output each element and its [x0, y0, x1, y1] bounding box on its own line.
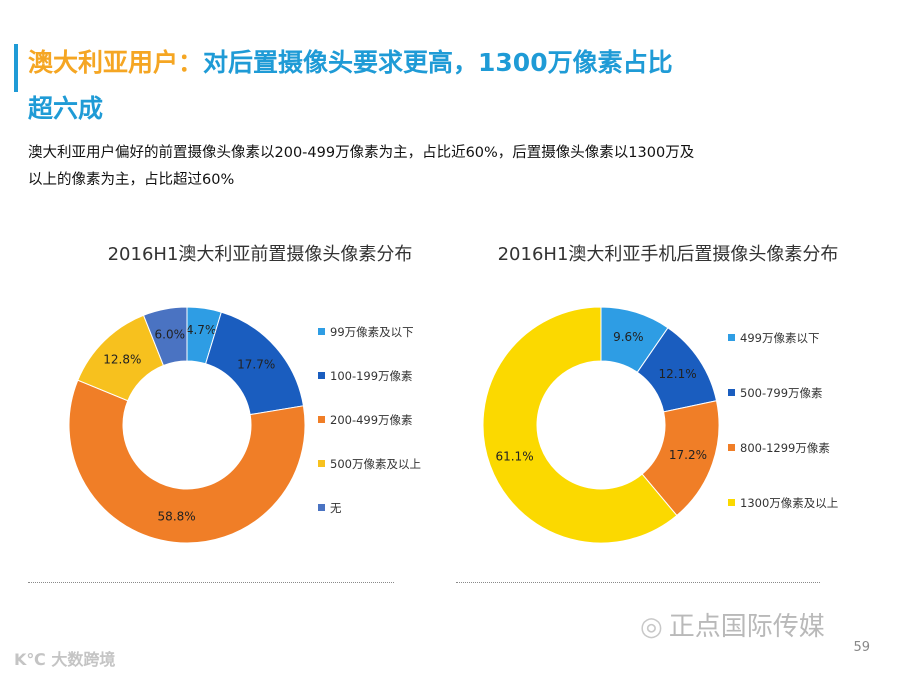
- front-legend-label-4: 无: [330, 501, 342, 515]
- rear-legend-item-0: 499万像素以下: [728, 330, 819, 346]
- rear-legend-swatch-1: [728, 389, 735, 396]
- rear-legend-item-3: 1300万像素及以上: [728, 495, 838, 511]
- watermark-secondary: K℃ 大数跨境: [14, 650, 116, 669]
- rear-legend-swatch-3: [728, 499, 735, 506]
- front-legend-item-3: 500万像素及以上: [318, 456, 421, 472]
- front-legend-label-1: 100-199万像素: [330, 369, 413, 383]
- rear-legend-label-0: 499万像素以下: [740, 331, 820, 345]
- front-legend-item-4: 无: [318, 500, 342, 516]
- watermark: ◎ 正点国际传媒: [640, 606, 825, 643]
- rear-data-label-3: 61.1%: [495, 449, 533, 463]
- title-part-2: 对后置摄像头要求更高，1300万像素占比: [203, 48, 673, 77]
- page-number: 59: [853, 640, 870, 655]
- rear-legend-item-2: 800-1299万像素: [728, 440, 830, 456]
- rear-legend-label-1: 500-799万像素: [740, 386, 823, 400]
- front-legend-label-2: 200-499万像素: [330, 413, 413, 427]
- watermark-text: 正点国际传媒: [668, 612, 825, 642]
- divider-left: [28, 582, 394, 583]
- front-camera-chart-title: 2016H1澳大利亚前置摄像头像素分布: [107, 244, 413, 265]
- rear-legend-item-1: 500-799万像素: [728, 385, 823, 401]
- rear-camera-donut-chart: 9.6% 12.1% 17.2% 61.1%: [482, 306, 720, 544]
- rear-legend-label-3: 1300万像素及以上: [740, 496, 839, 510]
- front-legend-item-0: 99万像素及以下: [318, 324, 414, 340]
- page-title: 澳大利亚用户：对后置摄像头要求更高，1300万像素占比 超六成: [28, 40, 718, 132]
- front-data-label-0: 4.7%: [186, 323, 217, 337]
- front-data-label-1: 17.7%: [237, 357, 275, 371]
- description-line-2: 以上的像素为主，占比超过60%: [28, 172, 235, 188]
- rear-legend-swatch-2: [728, 444, 735, 451]
- front-legend-swatch-2: [318, 416, 325, 423]
- title-part-1: 澳大利亚用户：: [28, 48, 204, 77]
- front-slice-2: [68, 379, 306, 544]
- divider-right: [456, 582, 820, 583]
- front-legend-swatch-3: [318, 460, 325, 467]
- rear-slice-3: [482, 306, 678, 544]
- front-legend-label-3: 500万像素及以上: [330, 457, 421, 471]
- title-part-3: 超六成: [28, 94, 104, 123]
- front-legend-swatch-4: [318, 504, 325, 511]
- front-data-label-3: 12.8%: [103, 353, 141, 367]
- rear-legend-label-2: 800-1299万像素: [740, 441, 830, 455]
- rear-data-label-0: 9.6%: [613, 330, 644, 344]
- front-legend-item-1: 100-199万像素: [318, 368, 413, 384]
- title-accent-bar: [14, 44, 18, 92]
- rear-legend-swatch-0: [728, 334, 735, 341]
- front-camera-donut-chart: 4.7% 17.7% 58.8% 12.8% 6.0%: [68, 306, 306, 544]
- front-legend-swatch-0: [318, 328, 325, 335]
- description: 澳大利亚用户偏好的前置摄像头像素以200-499万像素为主，占比近60%，后置摄…: [28, 140, 728, 194]
- front-legend-item-2: 200-499万像素: [318, 412, 413, 428]
- rear-data-label-2: 17.2%: [669, 448, 707, 462]
- front-data-label-2: 58.8%: [158, 509, 196, 523]
- front-legend-label-0: 99万像素及以下: [330, 325, 414, 339]
- rear-data-label-1: 12.1%: [659, 367, 697, 381]
- wechat-icon: ◎: [640, 612, 663, 642]
- front-slice-4: [142, 306, 188, 367]
- front-legend-swatch-1: [318, 372, 325, 379]
- front-data-label-4: 6.0%: [155, 328, 186, 342]
- rear-camera-chart-title: 2016H1澳大利亚手机后置摄像头像素分布: [497, 244, 839, 265]
- description-line-1: 澳大利亚用户偏好的前置摄像头像素以200-499万像素为主，占比近60%，后置摄…: [28, 145, 695, 161]
